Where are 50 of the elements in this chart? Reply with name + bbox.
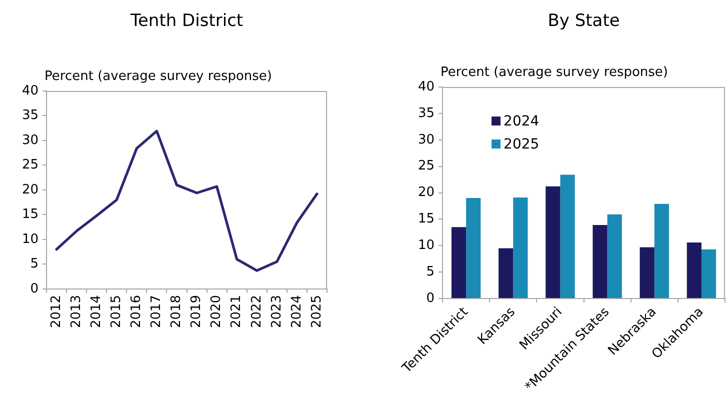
x-tick-label: 2019 [189,294,204,328]
x-tick-label: 2020 [209,294,224,328]
x-tick-label: 2022 [249,294,264,328]
x-tick-label: 2024 [289,294,304,328]
y-tick-label: 25 [22,158,39,173]
y-tick-label: 0 [30,281,39,296]
y-tick-label: 30 [22,132,39,148]
y-tick-label: 10 [418,238,435,254]
bar [640,247,654,298]
y-axis-title: Percent (average survey response) [440,65,668,80]
x-tick-label: 2018 [169,294,184,328]
x-tick-label: 2025 [309,294,324,328]
x-tick-label: 2021 [229,294,244,328]
x-tick-label: 2016 [129,294,144,328]
chart-title: Tenth District [129,11,244,31]
bar [498,248,514,298]
bar [513,198,528,298]
bar [466,198,481,298]
bar [607,214,622,298]
y-tick-label: 40 [418,79,435,94]
x-tick-label: 2017 [149,294,164,328]
legend-label: 2024 [504,114,540,130]
y-tick-label: 0 [426,290,435,306]
y-tick-label: 35 [418,106,435,121]
x-tick-label: 2014 [89,294,104,328]
y-tick-label: 35 [22,108,39,124]
x-tick-label: 2015 [109,294,124,328]
bar [592,225,608,298]
legend-label: 2025 [504,136,540,153]
y-tick-label: 10 [22,232,39,247]
bar [701,249,716,298]
y-tick-label: 30 [418,132,435,148]
y-tick-label: 15 [22,207,39,222]
y-axis-title: Percent (average survey response) [44,69,272,84]
y-tick-label: 5 [426,264,435,280]
x-tick-label: 2023 [269,294,284,328]
bar [686,242,702,298]
x-tick-label: 2012 [48,294,64,328]
chart-title: By State [548,11,620,31]
y-tick-label: 20 [22,182,39,198]
bar [451,227,466,298]
bar [546,186,560,298]
bar [654,204,669,298]
y-tick-label: 15 [418,212,435,227]
y-tick-label: 40 [22,83,39,98]
y-tick-label: 5 [30,256,39,272]
x-tick-label: 2013 [68,294,84,328]
y-tick-label: 25 [418,158,435,174]
bar [560,174,575,298]
y-tick-label: 20 [418,185,435,200]
